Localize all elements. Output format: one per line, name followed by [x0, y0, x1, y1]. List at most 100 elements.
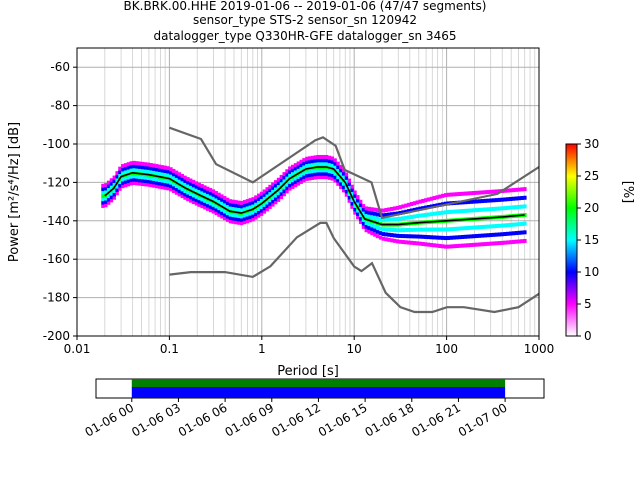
heatmap-cell	[310, 175, 315, 180]
heatmap-cell	[189, 181, 193, 186]
heatmap-cell	[415, 234, 419, 239]
heatmap-cell	[426, 205, 431, 210]
heatmap-cell	[135, 178, 139, 183]
heatmap-cell	[398, 228, 402, 233]
heatmap-cell	[353, 203, 357, 208]
heatmap-cell	[469, 243, 473, 248]
heatmap-cell	[347, 192, 352, 197]
heatmap-cell	[126, 165, 131, 170]
heatmap-cell	[424, 234, 428, 239]
heatmap-cell	[271, 189, 275, 194]
heatmap-cell	[163, 169, 167, 174]
heatmap-cell	[254, 208, 258, 213]
heatmap-cell	[384, 208, 388, 213]
heatmap-cell	[225, 214, 230, 219]
heatmap-cell	[398, 239, 402, 244]
heatmap-cell	[358, 216, 363, 221]
heatmap-cell	[234, 213, 238, 218]
heatmap-cell	[268, 191, 272, 196]
heatmap-cell	[157, 184, 162, 189]
heatmap-cell	[523, 195, 527, 200]
heatmap-cell	[327, 175, 332, 180]
heatmap-cell	[307, 176, 312, 181]
heatmap-cell	[109, 181, 114, 186]
heatmap-cell	[174, 177, 179, 182]
heatmap-cell	[398, 216, 402, 221]
heatmap-cell	[121, 180, 125, 185]
heatmap-cell	[172, 189, 176, 194]
heatmap-cell	[106, 200, 111, 205]
heatmap-cell	[206, 193, 210, 198]
heatmap-cell	[381, 213, 385, 218]
heatmap-cell	[421, 234, 425, 239]
heatmap-cell	[463, 234, 468, 239]
heatmap-cell	[327, 159, 332, 164]
heatmap-cell	[123, 179, 128, 184]
heatmap-cell	[503, 206, 507, 211]
heatmap-cell	[404, 215, 408, 220]
heatmap-cell	[183, 182, 187, 187]
colorbar-tick-label: 0	[584, 329, 592, 343]
heatmap-cell	[412, 201, 417, 206]
heatmap-cell	[392, 211, 397, 216]
heatmap-cell	[361, 211, 366, 216]
heatmap-cell	[404, 234, 408, 239]
heatmap-cell	[146, 162, 150, 167]
heatmap-cell	[259, 208, 264, 213]
heatmap-cell	[489, 241, 493, 246]
heatmap-cell	[112, 189, 116, 194]
heatmap-cell	[438, 194, 442, 199]
heatmap-cell	[265, 207, 269, 212]
heatmap-cell	[438, 235, 442, 240]
heatmap-cell	[407, 234, 411, 239]
heatmap-cell	[375, 234, 380, 239]
heatmap-cell	[296, 168, 301, 173]
heatmap-cell	[290, 184, 295, 189]
heatmap-cell	[217, 212, 221, 217]
heatmap-cell	[313, 162, 318, 167]
heatmap-cell	[344, 179, 349, 184]
heatmap-cell	[138, 168, 142, 173]
heatmap-cell	[446, 244, 451, 249]
heatmap-cell	[443, 227, 448, 232]
heatmap-cell	[129, 178, 133, 183]
colorbar-gradient	[565, 143, 578, 337]
heatmap-cell	[511, 239, 516, 244]
heatmap-cell	[339, 171, 343, 176]
heatmap-cell	[305, 163, 309, 168]
heatmap-cell	[472, 191, 476, 196]
heatmap-cell	[169, 187, 173, 192]
heatmap-cell	[305, 156, 309, 161]
heatmap-cell	[432, 235, 436, 240]
heatmap-cell	[477, 207, 482, 212]
heatmap-cell	[123, 166, 128, 171]
heatmap-cell	[118, 186, 122, 191]
heatmap-cell	[404, 228, 408, 233]
heatmap-cell	[327, 162, 332, 167]
heatmap-cell	[381, 217, 385, 222]
heatmap-cell	[313, 172, 318, 177]
heatmap-cell	[245, 202, 250, 207]
heatmap-cell	[339, 168, 343, 173]
heatmap-cell	[463, 226, 468, 231]
heatmap-cell	[293, 163, 298, 168]
heatmap-cell	[240, 214, 244, 219]
heatmap-cell	[395, 205, 400, 210]
heatmap-cell	[240, 200, 244, 205]
heatmap-cell	[384, 212, 388, 217]
heatmap-cell	[160, 165, 165, 170]
heatmap-cell	[486, 207, 490, 212]
heatmap-cell	[271, 199, 275, 204]
heatmap-cell	[475, 234, 479, 239]
availability-tick-label: 01-07 00	[456, 400, 510, 439]
heatmap-cell	[191, 200, 196, 205]
heatmap-cell	[517, 230, 521, 235]
heatmap-cell	[407, 209, 411, 214]
heatmap-cell	[392, 206, 397, 211]
availability-tick-label: 01-06 12	[269, 400, 323, 439]
heatmap-cell	[466, 234, 470, 239]
heatmap-cell	[129, 161, 133, 166]
heatmap-cell	[409, 208, 414, 213]
heatmap-cell	[140, 165, 145, 170]
heatmap-cell	[404, 240, 408, 245]
